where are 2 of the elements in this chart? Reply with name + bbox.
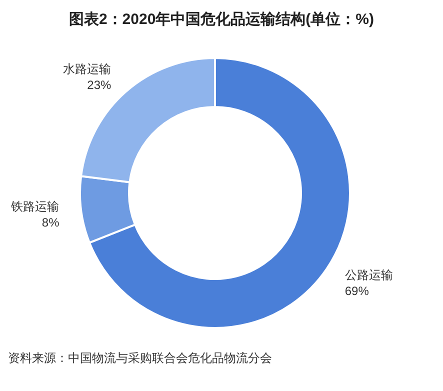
- title: 图表2：2020年中国危化品运输结构(单位：%): [68, 11, 374, 28]
- annotation: 资料来源：中国物流与采购联合会危化品物流分会: [8, 351, 272, 365]
